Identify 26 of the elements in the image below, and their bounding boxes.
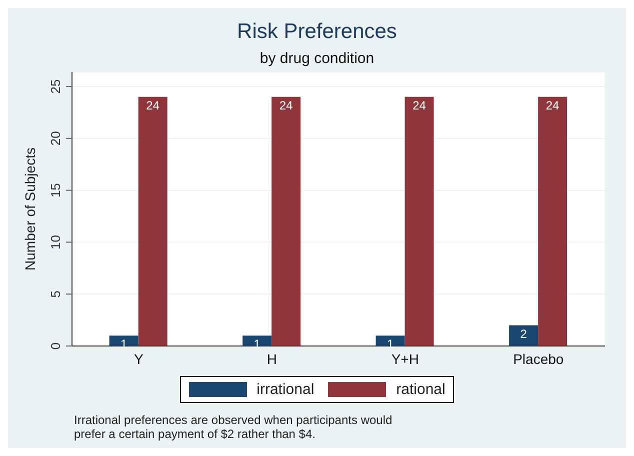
y-tick-label: 5 bbox=[48, 290, 63, 298]
bar bbox=[272, 96, 301, 346]
y-tick-label: 20 bbox=[48, 131, 63, 146]
bar bbox=[509, 325, 538, 346]
data-label: 2 bbox=[520, 326, 528, 341]
data-label: 24 bbox=[546, 98, 560, 112]
legend-label: rational bbox=[396, 381, 446, 398]
y-tick-label: 15 bbox=[48, 183, 63, 198]
chart-subtitle: by drug condition bbox=[258, 50, 376, 67]
legend-label: irrational bbox=[256, 381, 314, 398]
data-label: 24 bbox=[279, 98, 294, 112]
y-axis-title: Number of Subjects bbox=[22, 148, 38, 270]
y-tick-label: 25 bbox=[48, 79, 63, 94]
bar bbox=[138, 96, 168, 346]
y-tick-label: 10 bbox=[48, 234, 63, 250]
data-label: 24 bbox=[412, 98, 426, 112]
text: Irrational preferences are observed when participants would prefer a certain payment of $2 rather than $4. bbox=[74, 413, 394, 441]
x-tick-label: Y bbox=[134, 350, 144, 367]
x-tick-label: Placebo bbox=[513, 350, 564, 367]
bar bbox=[538, 96, 568, 346]
bar bbox=[404, 96, 434, 346]
data-label: 24 bbox=[146, 98, 160, 112]
y-tick-label: 0 bbox=[48, 342, 63, 350]
x-tick-label: H bbox=[266, 350, 277, 367]
chart-title: Risk Preferences bbox=[236, 20, 398, 44]
x-tick-label: Y+H bbox=[391, 350, 419, 367]
